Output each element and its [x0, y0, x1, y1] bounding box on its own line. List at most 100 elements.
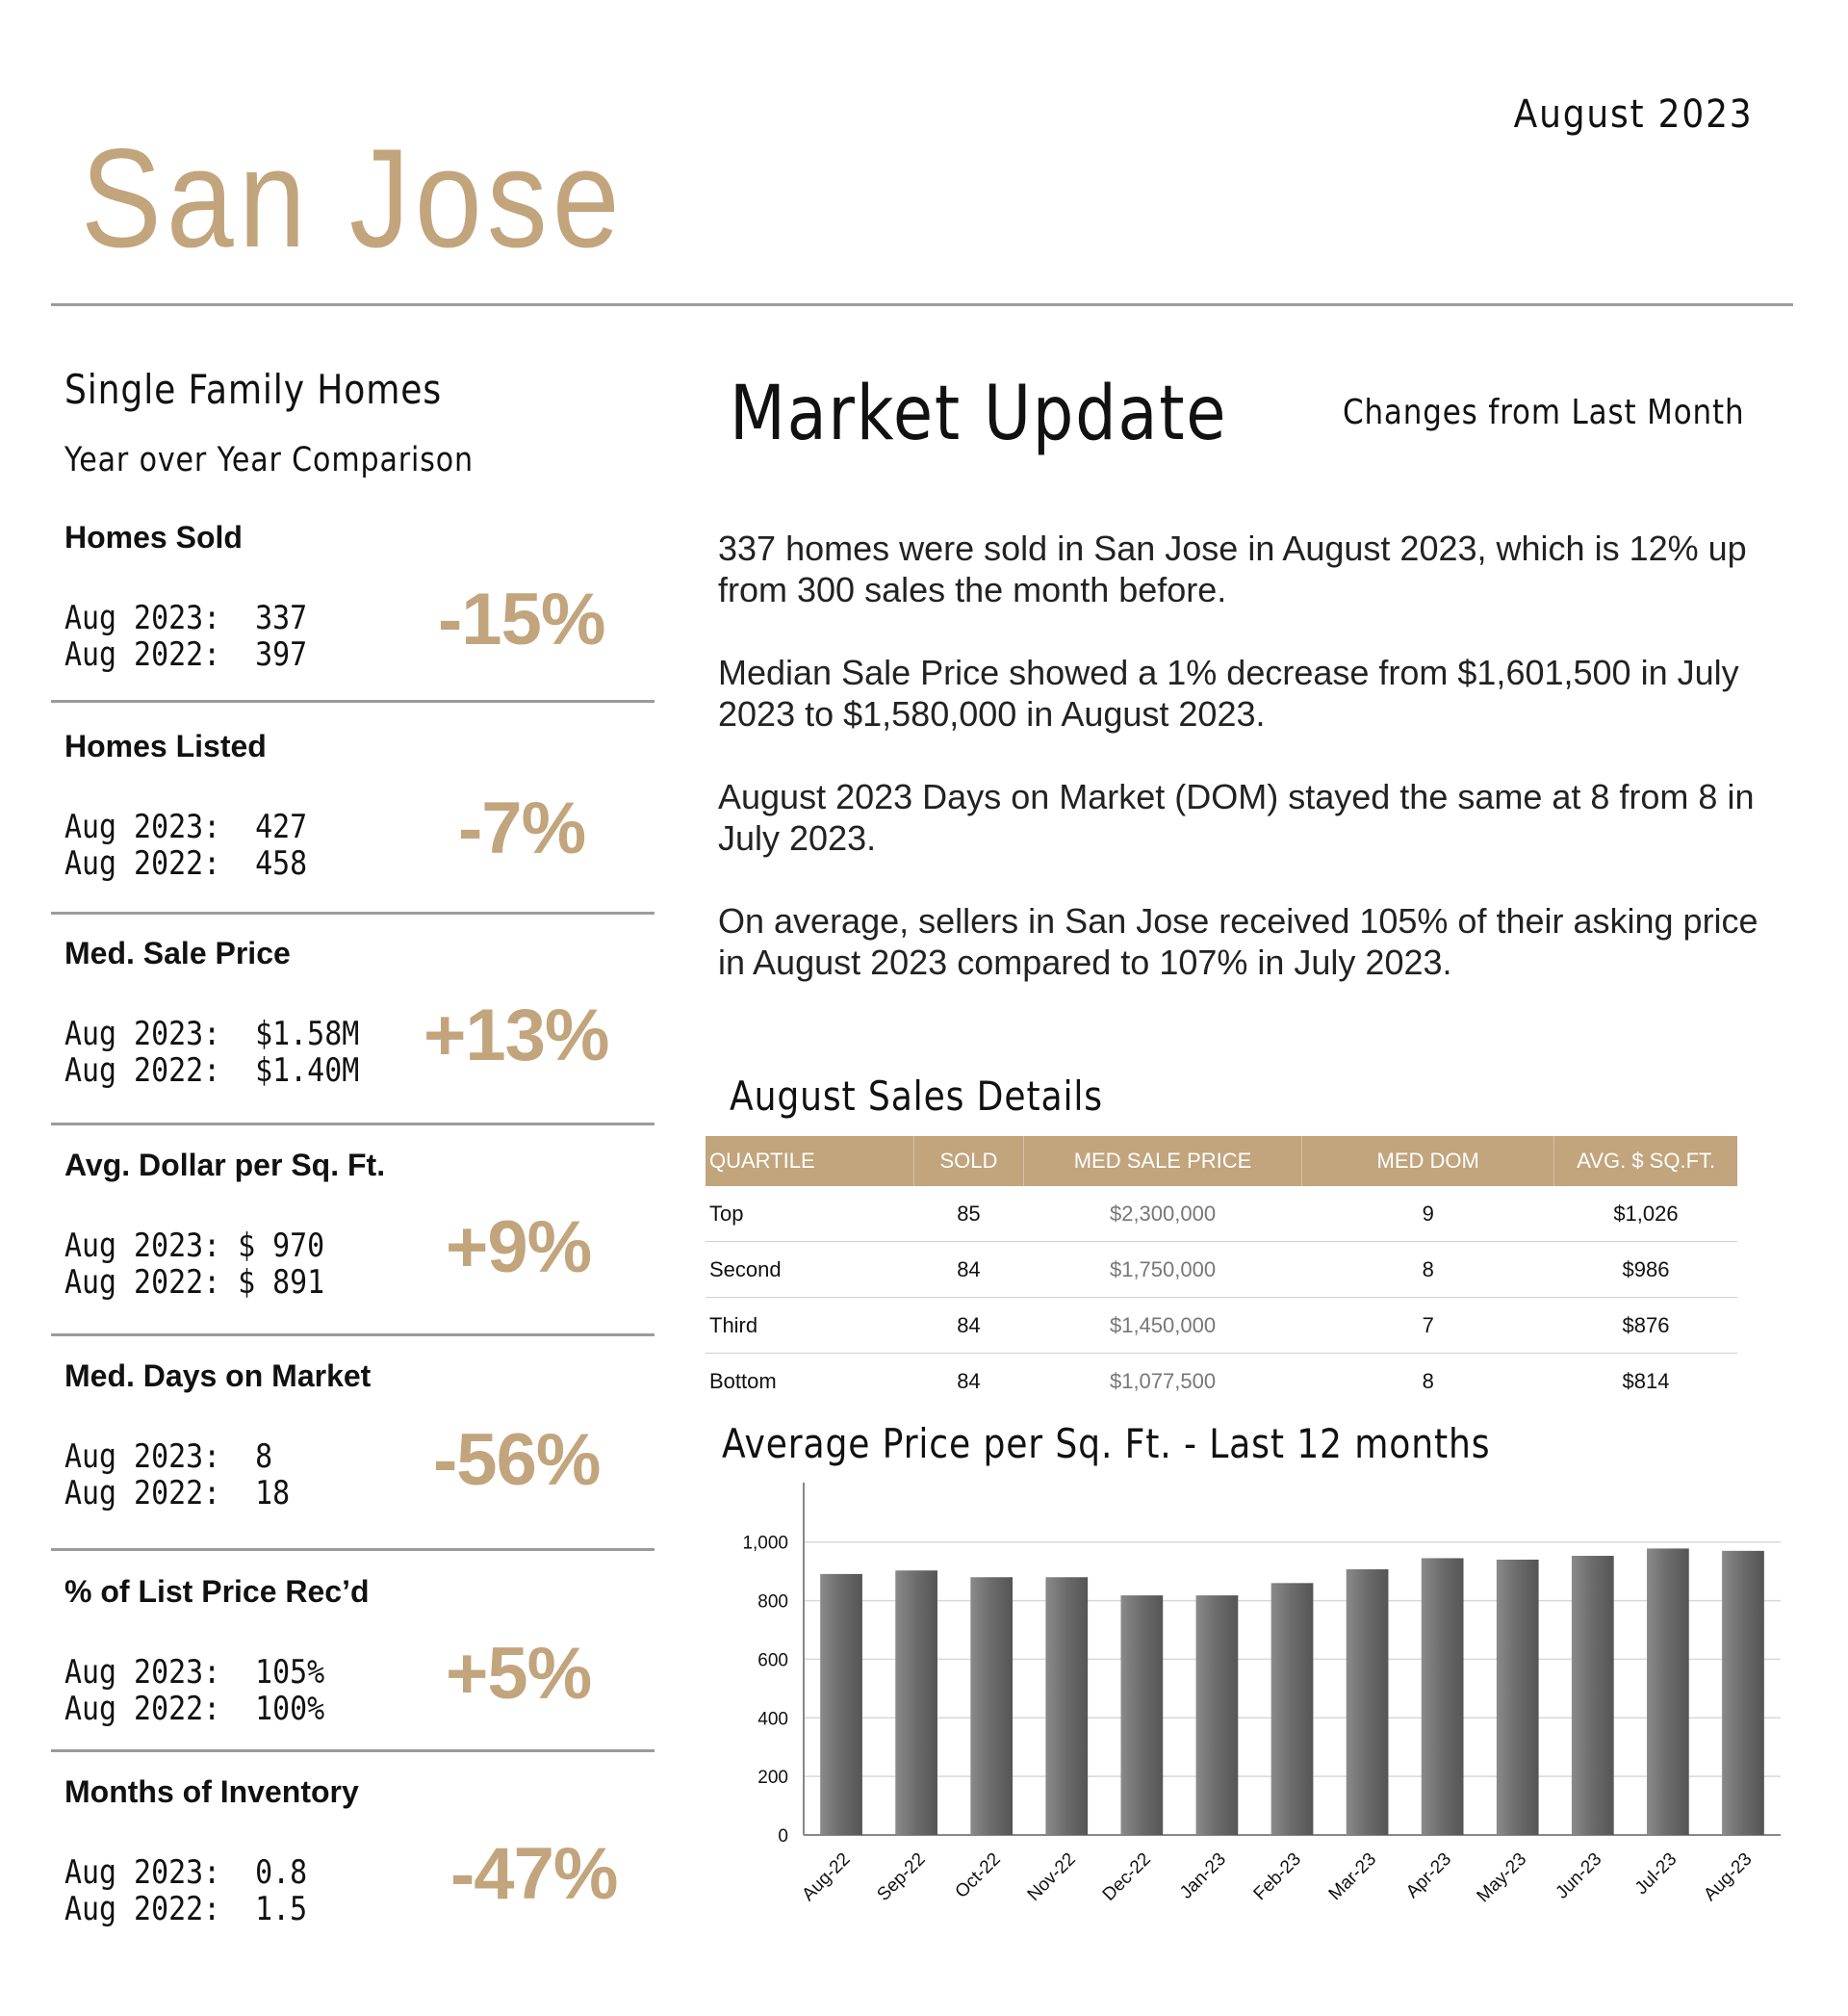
- metric-prior-year: Aug 2022: 397: [64, 635, 308, 674]
- summary-paragraph: Median Sale Price showed a 1% decrease f…: [718, 653, 1739, 734]
- bar-aug-23: [1722, 1550, 1764, 1835]
- table-row: Top 85 $2,300,000 9 $1,026: [706, 1186, 1737, 1242]
- table-cell: Third: [706, 1297, 914, 1354]
- metric-current-year: Aug 2023: 0.8: [64, 1853, 308, 1892]
- x-tick-label: Jul-23: [1631, 1849, 1681, 1899]
- col-header: QUARTILE: [706, 1136, 914, 1186]
- metric-change-percent: +9%: [446, 1206, 592, 1288]
- x-tick-label: Aug-22: [798, 1849, 854, 1905]
- metric-current-year: Aug 2023: $ 970: [64, 1227, 325, 1265]
- metric-label: Med. Sale Price: [64, 936, 291, 970]
- header-divider: [51, 303, 1793, 306]
- col-header: MED SALE PRICE: [1023, 1136, 1302, 1186]
- metric-divider: [51, 1333, 654, 1336]
- table-header-row: QUARTILE SOLD MED SALE PRICE MED DOM AVG…: [706, 1136, 1737, 1186]
- metric-label: % of List Price Rec’d: [64, 1574, 370, 1609]
- y-tick-label: 200: [757, 1768, 788, 1788]
- bar-apr-23: [1421, 1558, 1464, 1835]
- panel-subtitle-2: Year over Year Comparison: [64, 441, 475, 479]
- metric-change-percent: -7%: [458, 788, 586, 869]
- y-tick-label: 600: [757, 1650, 788, 1670]
- x-tick-label: Jan-23: [1176, 1849, 1230, 1903]
- metric-change-percent: -15%: [438, 579, 605, 660]
- x-tick-label: Mar-23: [1325, 1849, 1380, 1904]
- metric-prior-year: Aug 2022: 458: [64, 844, 308, 883]
- metric-label: Homes Listed: [64, 729, 267, 763]
- table-cell: $814: [1622, 1368, 1670, 1393]
- x-tick-label: May-23: [1474, 1849, 1531, 1907]
- metric-change-percent: -56%: [433, 1419, 601, 1501]
- table-cell: $1,026: [1553, 1186, 1737, 1242]
- changes-label: Changes from Last Month: [1343, 393, 1745, 432]
- x-tick-label: Jun-23: [1552, 1849, 1605, 1903]
- x-tick-label: Oct-22: [952, 1849, 1005, 1902]
- y-tick-label: 400: [757, 1709, 788, 1729]
- metric-label: Months of Inventory: [64, 1774, 359, 1809]
- table-cell: 8: [1422, 1368, 1434, 1393]
- table-cell: $986: [1553, 1241, 1737, 1298]
- panel-subtitle: Single Family Homes: [64, 366, 443, 413]
- bar-nov-22: [1045, 1577, 1089, 1835]
- bar-mar-23: [1346, 1569, 1389, 1835]
- col-header: MED DOM: [1301, 1136, 1555, 1186]
- table-cell: 7: [1301, 1297, 1554, 1354]
- table-cell: Top: [706, 1186, 914, 1242]
- table-row: Second 84 $1,750,000 8 $986: [706, 1241, 1737, 1298]
- table-cell: $876: [1553, 1297, 1737, 1354]
- table-cell: 84: [957, 1368, 981, 1393]
- x-tick-label: Apr-23: [1402, 1849, 1455, 1902]
- table-cell: 8: [1301, 1241, 1554, 1298]
- y-tick-label: 800: [757, 1592, 788, 1613]
- y-tick-label: 1,000: [742, 1534, 788, 1554]
- metric-label: Homes Sold: [64, 520, 243, 555]
- metric-prior-year: Aug 2022: 1.5: [64, 1890, 308, 1928]
- summary-paragraph: 337 homes were sold in San Jose in Augus…: [718, 529, 1747, 609]
- col-header: AVG. $ SQ.FT.: [1553, 1136, 1737, 1186]
- price-per-sqft-chart: 0 200 400 600 800 1,000 Aug-22 Sep-22 Oct-22 Nov-…: [742, 1483, 1781, 1907]
- metric-current-year: Aug 2023: 8: [64, 1437, 273, 1476]
- sales-details-title: August Sales Details: [730, 1073, 1103, 1120]
- x-tick-label: Feb-23: [1250, 1849, 1305, 1904]
- table-cell: 85: [913, 1186, 1024, 1242]
- table-cell: $1,750,000: [1023, 1241, 1302, 1298]
- bar-dec-22: [1120, 1595, 1164, 1835]
- metric-divider: [51, 912, 654, 915]
- table-cell: 84: [913, 1297, 1024, 1354]
- metric-change-percent: -47%: [450, 1833, 618, 1915]
- table-cell: 84: [913, 1241, 1024, 1298]
- metric-divider: [51, 1123, 654, 1125]
- summary-paragraph: August 2023 Days on Market (DOM) stayed …: [718, 777, 1755, 858]
- metric-prior-year: Aug 2022: $ 891: [64, 1263, 325, 1302]
- chart-title: Average Price per Sq. Ft. - Last 12 mont…: [722, 1420, 1491, 1467]
- y-tick-label: 0: [778, 1826, 788, 1847]
- bar-sep-22: [895, 1570, 937, 1835]
- col-header: SOLD: [913, 1136, 1025, 1186]
- metric-prior-year: Aug 2022: $1.40M: [64, 1051, 360, 1090]
- table-row: Third 84 $1,450,000 7 $876: [706, 1297, 1737, 1354]
- x-tick-label: Aug-23: [1700, 1849, 1756, 1905]
- bar-feb-23: [1270, 1583, 1314, 1835]
- table-cell: $2,300,000: [1023, 1186, 1302, 1242]
- summary-paragraph: On average, sellers in San Jose received…: [718, 901, 1758, 982]
- metric-prior-year: Aug 2022: 100%: [64, 1690, 325, 1728]
- market-update-title: Market Update: [730, 371, 1228, 457]
- metric-label: Med. Days on Market: [64, 1358, 372, 1393]
- x-tick-label: Sep-22: [873, 1849, 929, 1905]
- metric-label: Avg. Dollar per Sq. Ft.: [64, 1148, 386, 1182]
- table-cell: Second: [706, 1241, 914, 1298]
- metric-current-year: Aug 2023: 427: [64, 808, 308, 846]
- sales-details-table: QUARTILE SOLD MED SALE PRICE MED DOM AVG…: [706, 1136, 1737, 1409]
- bar-jul-23: [1647, 1548, 1689, 1835]
- bar-jun-23: [1571, 1556, 1614, 1835]
- bar-oct-22: [970, 1577, 1014, 1835]
- metric-change-percent: +13%: [424, 995, 609, 1076]
- metric-prior-year: Aug 2022: 18: [64, 1474, 291, 1512]
- table-cell: Bottom: [709, 1368, 777, 1393]
- x-tick-label: Nov-22: [1024, 1849, 1080, 1905]
- city-title: San Jose: [81, 119, 625, 276]
- table-cell: $1,450,000: [1023, 1297, 1302, 1354]
- metric-divider: [51, 1548, 654, 1551]
- bar-jan-23: [1195, 1595, 1239, 1835]
- report-date: August 2023: [1513, 92, 1753, 137]
- x-tick-label: Dec-22: [1099, 1849, 1155, 1905]
